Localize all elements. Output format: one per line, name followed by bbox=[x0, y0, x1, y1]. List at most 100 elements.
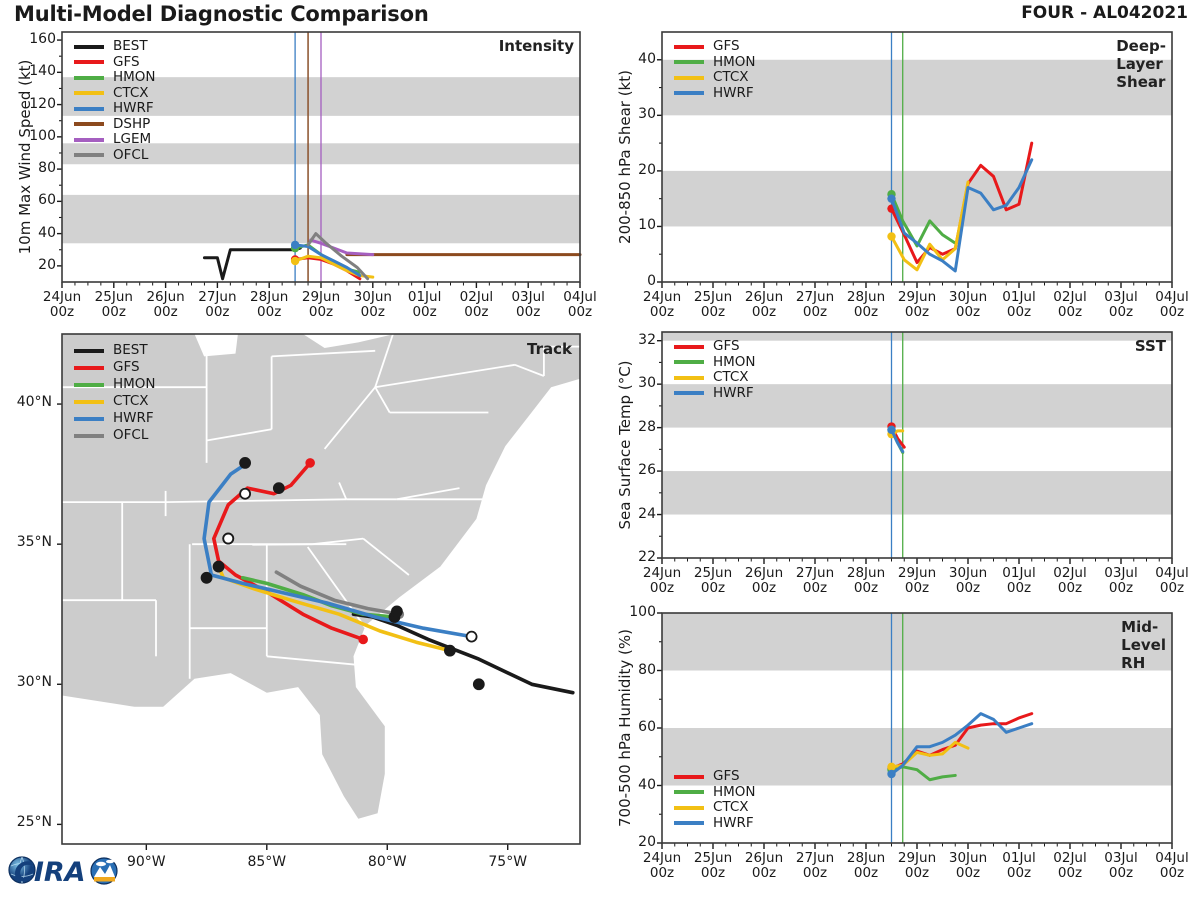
legend-item-hmon[interactable]: HMON bbox=[674, 53, 756, 71]
track-lat-tick-label: 40°N bbox=[16, 394, 52, 411]
legend-swatch-gfs bbox=[674, 44, 704, 49]
legend-item-gfs[interactable]: GFS bbox=[74, 359, 156, 376]
track-map-svg bbox=[57, 333, 581, 850]
x-tick-label: 28Jun 00z bbox=[846, 289, 886, 320]
legend-label-gfs: GFS bbox=[713, 338, 740, 354]
x-tick-label: 30Jun 00z bbox=[353, 289, 392, 320]
state-border bbox=[338, 482, 348, 500]
legend-swatch-hmon bbox=[674, 360, 704, 365]
track-position-marker bbox=[472, 678, 485, 691]
track-legend: BEST GFS HMON CTCX HWRF OFCL bbox=[74, 342, 156, 444]
x-tick-label: 27Jun 00z bbox=[198, 289, 237, 320]
legend-item-hwrf[interactable]: HWRF bbox=[674, 385, 756, 402]
intensity-y-tick-label: 40 bbox=[38, 224, 56, 241]
x-tick-label: 03Jul 00z bbox=[1104, 565, 1138, 596]
x-tick-label: 26Jun 00z bbox=[146, 289, 185, 320]
x-tick-label: 25Jun 00z bbox=[94, 289, 133, 320]
legend-item-gfs[interactable]: GFS bbox=[74, 54, 156, 71]
x-tick-label: 26Jun 00z bbox=[744, 850, 784, 881]
legend-item-ctcx[interactable]: CTCX bbox=[674, 799, 756, 816]
x-tick-label: 25Jun 00z bbox=[693, 289, 733, 320]
legend-item-hmon[interactable]: HMON bbox=[74, 376, 156, 393]
legend-item-hwrf[interactable]: HWRF bbox=[74, 100, 156, 117]
sst-y-tick-label: 26 bbox=[638, 462, 656, 479]
state-border bbox=[375, 363, 516, 389]
x-tick-label: 27Jun 00z bbox=[795, 850, 835, 881]
legend-label-hwrf: HWRF bbox=[113, 100, 154, 116]
legend-item-gfs[interactable]: GFS bbox=[674, 338, 756, 355]
x-tick-label: 29Jun 00z bbox=[301, 289, 341, 320]
legend-item-hmon[interactable]: HMON bbox=[74, 69, 156, 86]
legend-label-hmon: HMON bbox=[713, 53, 756, 70]
series-line-hwrf bbox=[293, 243, 362, 278]
x-tick-label: 29Jun 00z bbox=[897, 565, 937, 596]
track-position-marker bbox=[239, 457, 252, 469]
series-start-marker-ctcx bbox=[887, 762, 896, 772]
legend-item-ctcx[interactable]: CTCX bbox=[74, 85, 156, 102]
legend-item-hwrf[interactable]: HWRF bbox=[674, 85, 756, 102]
legend-item-ofcl[interactable]: OFCL bbox=[74, 427, 156, 444]
x-tick-label: 28Jun 00z bbox=[250, 289, 289, 320]
legend-swatch-lgem bbox=[74, 137, 104, 142]
legend-item-ctcx[interactable]: CTCX bbox=[674, 369, 756, 386]
track-panel-title: Track bbox=[527, 340, 572, 358]
legend-item-gfs[interactable]: GFS bbox=[674, 38, 756, 55]
legend-item-lgem[interactable]: LGEM bbox=[74, 131, 156, 148]
x-tick-label: 29Jun 00z bbox=[897, 850, 937, 881]
shear-y-tick-label: 40 bbox=[638, 50, 656, 67]
track-lat-tick-label: 35°N bbox=[16, 534, 52, 551]
lake-1 bbox=[302, 334, 395, 348]
x-tick-label: 25Jun 00z bbox=[693, 565, 733, 596]
x-tick-label: 02Jul 00z bbox=[459, 289, 494, 320]
x-tick-label: 24Jun 00z bbox=[42, 289, 82, 320]
state-border bbox=[374, 334, 394, 388]
shear-y-tick-label: 0 bbox=[647, 273, 656, 289]
legend-item-best[interactable]: BEST bbox=[74, 38, 156, 55]
track-position-marker bbox=[222, 532, 235, 545]
legend-item-ofcl[interactable]: OFCL bbox=[74, 147, 156, 164]
series-start-marker-hwrf bbox=[887, 194, 896, 203]
rh-y-tick-label: 40 bbox=[638, 776, 656, 793]
x-tick-label: 24Jun 00z bbox=[642, 850, 682, 881]
state-border bbox=[323, 386, 376, 450]
legend-swatch-ofcl bbox=[74, 433, 104, 438]
track-position-marker bbox=[390, 605, 403, 618]
page-title: Multi-Model Diagnostic Comparison bbox=[14, 2, 429, 26]
legend-swatch-hwrf bbox=[674, 91, 704, 96]
x-tick-label: 24Jun 00z bbox=[642, 565, 682, 596]
x-tick-label: 24Jun 00z bbox=[642, 289, 682, 320]
land-mass bbox=[62, 334, 580, 819]
x-tick-label: 03Jul 00z bbox=[1104, 289, 1138, 320]
legend-item-hwrf[interactable]: HWRF bbox=[674, 815, 756, 832]
legend-swatch-hwrf bbox=[74, 416, 104, 421]
legend-item-ctcx[interactable]: CTCX bbox=[74, 393, 156, 410]
legend-item-gfs[interactable]: GFS bbox=[674, 768, 756, 785]
legend-label-hmon: HMON bbox=[713, 353, 756, 370]
track-endpoint-gfs bbox=[358, 634, 368, 645]
state-border bbox=[165, 498, 347, 503]
state-border bbox=[396, 487, 460, 501]
series-line-hwrf bbox=[890, 158, 1034, 273]
legend-label-ctcx: CTCX bbox=[713, 69, 749, 85]
series-line-ofcl bbox=[306, 232, 370, 281]
state-border bbox=[374, 386, 391, 413]
legend-swatch-hmon bbox=[674, 60, 704, 65]
track-endpoint-gfs bbox=[305, 458, 315, 468]
sst-panel-title: SST bbox=[1134, 337, 1166, 355]
legend-item-dshp[interactable]: DSHP bbox=[74, 116, 156, 133]
x-tick-label: 03Jul 00z bbox=[511, 289, 545, 320]
legend-swatch-gfs bbox=[74, 60, 104, 65]
legend-item-best[interactable]: BEST bbox=[74, 342, 156, 359]
state-border bbox=[362, 537, 410, 576]
legend-item-ctcx[interactable]: CTCX bbox=[674, 69, 756, 86]
legend-swatch-gfs bbox=[674, 344, 704, 349]
x-tick-label: 29Jun 00z bbox=[897, 289, 937, 320]
series-start-marker-ctcx bbox=[887, 232, 896, 241]
x-tick-label: 28Jun 00z bbox=[846, 565, 886, 596]
x-tick-label: 27Jun 00z bbox=[795, 289, 835, 320]
legend-swatch-ctcx bbox=[674, 75, 704, 80]
legend-item-hmon[interactable]: HMON bbox=[674, 784, 756, 801]
legend-item-hmon[interactable]: HMON bbox=[674, 353, 756, 371]
series-start-marker-hwrf bbox=[887, 769, 896, 779]
legend-item-hwrf[interactable]: HWRF bbox=[74, 410, 156, 427]
